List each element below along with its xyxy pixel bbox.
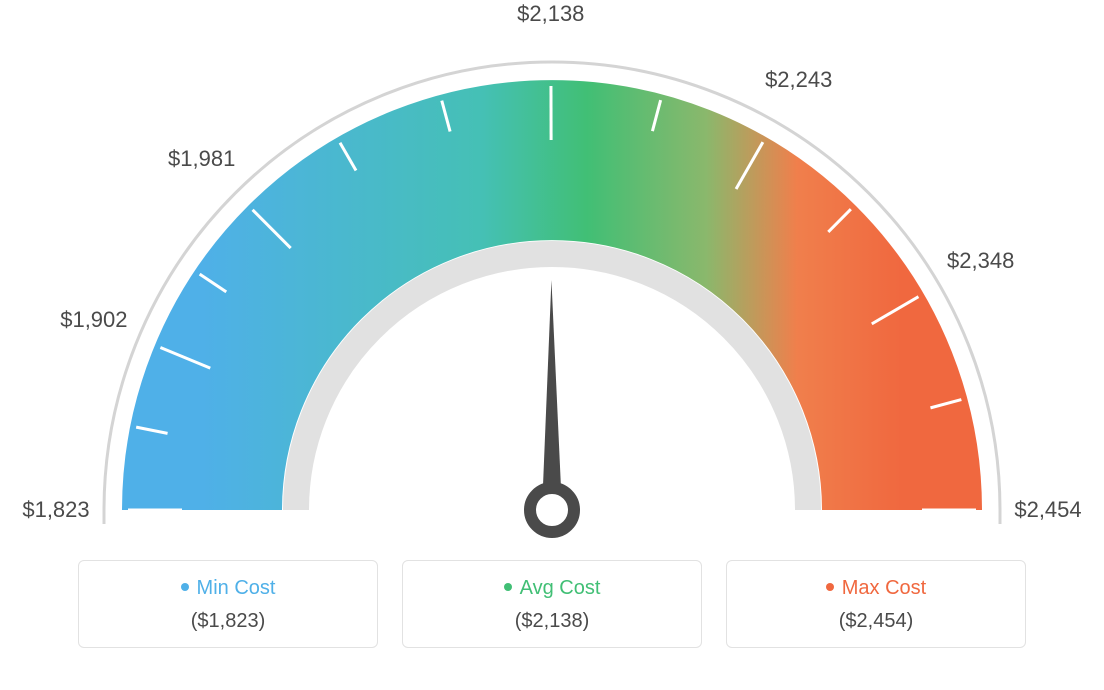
gauge-area: $1,823$1,902$1,981$2,138$2,243$2,348$2,4… (40, 10, 1064, 550)
gauge-tick-label: $2,243 (765, 67, 832, 93)
legend-dot-avg (504, 583, 512, 591)
legend-card-avg: Avg Cost ($2,138) (402, 560, 702, 648)
gauge-tick-label: $1,823 (22, 497, 89, 523)
legend-title-text-min: Min Cost (197, 577, 276, 599)
legend-title-min: Min Cost (89, 577, 367, 600)
legend-title-max: Max Cost (737, 577, 1015, 600)
legend-value-min: ($1,823) (89, 610, 367, 633)
legend-value-max: ($2,454) (737, 610, 1015, 633)
gauge-needle-hub (530, 488, 574, 532)
legend-title-avg: Avg Cost (413, 577, 691, 600)
gauge-tick-label: $2,454 (1014, 497, 1081, 523)
legend-value-avg: ($2,138) (413, 610, 691, 633)
gauge-svg (40, 10, 1064, 550)
gauge-tick-label: $2,138 (517, 1, 584, 27)
legend-card-max: Max Cost ($2,454) (726, 560, 1026, 648)
legend-dot-max (826, 583, 834, 591)
legend-card-min: Min Cost ($1,823) (78, 560, 378, 648)
legend-title-text-avg: Avg Cost (520, 577, 601, 599)
legend-title-text-max: Max Cost (842, 577, 926, 599)
gauge-tick-label: $1,981 (168, 146, 235, 172)
legend-row: Min Cost ($1,823) Avg Cost ($2,138) Max … (40, 560, 1064, 648)
legend-dot-min (181, 583, 189, 591)
gauge-tick-label: $1,902 (60, 307, 127, 333)
gauge-chart-container: $1,823 $1,902 $1,981 $2,138 $2,243 $2,348 $2,4… (0, 0, 1104, 690)
gauge-needle (542, 280, 562, 510)
gauge-tick-label: $2,348 (947, 248, 1014, 274)
